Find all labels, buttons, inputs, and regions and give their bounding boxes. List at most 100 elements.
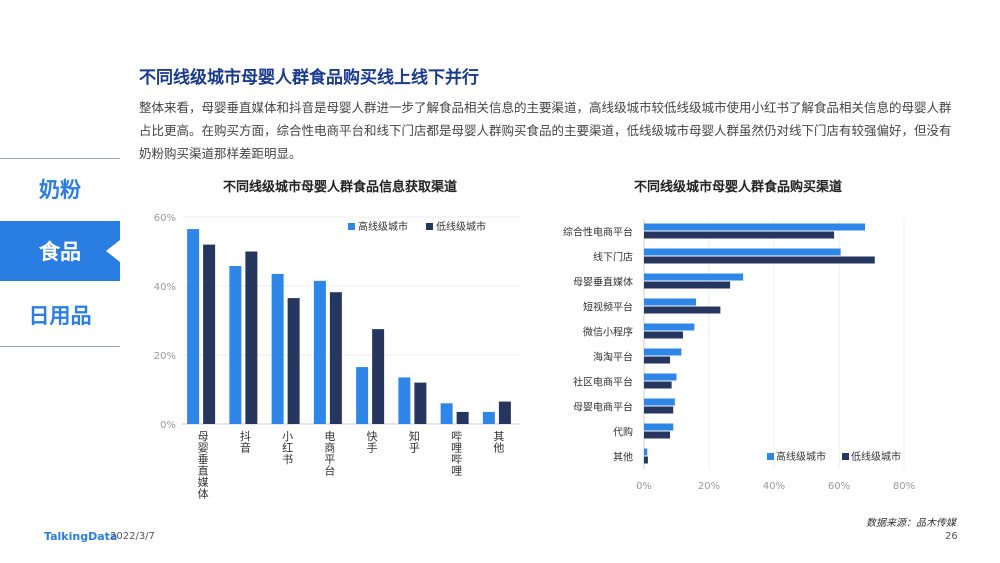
bar-low-6 [456, 411, 469, 424]
bar-low-3 [644, 306, 721, 314]
x-tick-label-char: 抖 [240, 429, 251, 443]
bar-low-6 [644, 381, 672, 389]
bar-high-6 [644, 373, 677, 381]
x-tick-label-char: 平 [324, 453, 335, 466]
page-title: 不同线级城市母婴人群食品购买线上线下并行 [139, 68, 479, 88]
x-tick-label-char: 电 [324, 430, 335, 443]
chart2-category-axis: 综合性电商平台线下门店母婴垂直媒体短视频平台微信小程序海淘平台社区电商平台母婴电… [563, 226, 633, 464]
data-source-note: 数据来源：品木传媒 [866, 518, 956, 529]
x-tick-label: 60% [828, 481, 850, 492]
legend-swatch-high [767, 453, 774, 460]
category-label: 线下门店 [593, 251, 633, 264]
page-number: 26 [945, 531, 958, 542]
legend-swatch-high [348, 223, 355, 230]
bar-high-5 [398, 377, 411, 424]
x-tick-label-char: 乎 [409, 442, 420, 455]
x-tick-label-char: 哩 [451, 442, 462, 455]
chart1-bars [187, 229, 511, 424]
bar-low-5 [644, 356, 670, 364]
bar-low-1 [644, 256, 875, 264]
x-tick-label-char: 音 [240, 441, 251, 455]
bar-low-4 [644, 331, 683, 339]
bar-high-6 [440, 403, 453, 424]
legend-label-low: 低线级城市 [851, 450, 901, 463]
nav-divider-top [0, 158, 120, 159]
y-tick-label: 40% [154, 282, 176, 293]
chart1-title: 不同线级城市母婴人群食品信息获取渠道 [223, 179, 457, 195]
x-tick-label-char: 手 [367, 441, 378, 455]
bar-high-3 [313, 280, 326, 424]
nav-item-daily-goods[interactable]: 日用品 [28, 304, 92, 328]
bar-high-7 [482, 411, 495, 424]
bar-high-2 [271, 273, 284, 424]
category-label: 短视频平台 [583, 301, 633, 314]
chart1-y-axis: 0% 20% 40% 60% [154, 213, 176, 431]
bar-high-0 [187, 229, 200, 424]
x-tick-label-char: 婴 [198, 442, 209, 455]
category-label: 母婴垂直媒体 [573, 276, 633, 289]
x-tick-label-char: 知 [409, 429, 420, 443]
bar-low-2 [644, 281, 731, 289]
x-tick-label: 40% [763, 481, 785, 492]
bar-low-9 [644, 456, 648, 464]
bar-high-4 [356, 367, 369, 424]
y-tick-label: 20% [154, 351, 176, 362]
x-tick-label-char: 哔 [451, 453, 462, 466]
x-tick-label-char: 商 [324, 441, 335, 455]
x-tick-label-char: 媒 [198, 476, 209, 489]
x-tick-label-char: 母 [198, 430, 209, 443]
x-tick-label: 0% [636, 481, 652, 492]
x-tick-label-char: 快 [367, 430, 378, 443]
x-tick-label-char: 哩 [451, 465, 462, 478]
x-tick-label: 80% [893, 481, 915, 492]
y-tick-label: 0% [160, 420, 176, 431]
bar-high-4 [644, 323, 695, 331]
bar-low-8 [644, 431, 670, 439]
chart1-legend: 高线级城市 低线级城市 [348, 220, 486, 233]
chart2-value-axis: 0% 20% 40% 60% 80% [636, 481, 915, 492]
x-tick-label-char: 哔 [451, 430, 462, 443]
x-tick-label-char: 书 [282, 453, 293, 466]
x-tick-label-char: 垂 [198, 453, 209, 466]
legend-swatch-low [426, 223, 433, 230]
category-label: 海淘平台 [593, 351, 633, 364]
bar-high-1 [644, 248, 841, 256]
bar-high-7 [644, 398, 675, 406]
info-channel-chart: 不同线级城市母婴人群食品信息获取渠道 0% 20% 40% 60% 母婴垂直媒体 抖音 小… [154, 179, 520, 501]
x-tick-label-char: 小 [282, 430, 293, 443]
bar-high-5 [644, 348, 682, 356]
category-label: 社区电商平台 [573, 376, 633, 389]
bar-high-8 [644, 423, 674, 431]
bar-low-3 [329, 292, 342, 424]
chart2-title: 不同线级城市母婴人群食品购买渠道 [634, 179, 842, 195]
nav-item-milk-powder[interactable]: 奶粉 [39, 178, 81, 202]
category-label: 其他 [613, 451, 633, 464]
nav-divider-bottom [0, 346, 120, 347]
y-tick-label: 60% [154, 213, 176, 224]
footer-date: 2022/3/7 [110, 531, 155, 542]
bar-high-3 [644, 298, 696, 306]
category-label: 综合性电商平台 [563, 226, 633, 239]
active-indicator-arrow-icon [106, 240, 120, 262]
bar-high-0 [644, 223, 865, 231]
x-tick-label-char: 红 [282, 442, 293, 455]
bar-low-1 [245, 251, 258, 424]
talkingdata-logo: TalkingData [44, 530, 118, 543]
x-tick-label-char: 体 [198, 487, 209, 501]
bar-low-0 [203, 244, 216, 424]
bar-low-5 [414, 382, 427, 424]
bar-high-2 [644, 273, 744, 281]
bar-low-4 [372, 329, 385, 424]
bar-high-1 [229, 265, 242, 424]
intro-paragraph: 整体来看，母婴垂直媒体和抖音是母婴人群进一步了解食品相关信息的主要渠道，高线级城… [139, 100, 952, 161]
category-label: 母婴电商平台 [573, 401, 633, 414]
x-tick-label-char: 他 [493, 442, 504, 455]
purchase-channel-chart: 不同线级城市母婴人群食品购买渠道 综合性电商平台线下门店母婴垂直媒体短视频平台微… [563, 179, 915, 492]
category-label: 代购 [613, 426, 633, 439]
x-tick-label: 20% [698, 481, 720, 492]
nav-item-food[interactable]: 食品 [0, 221, 120, 281]
x-tick-label-char: 其 [493, 430, 504, 443]
bar-low-0 [644, 231, 835, 239]
category-label: 微信小程序 [583, 326, 633, 339]
